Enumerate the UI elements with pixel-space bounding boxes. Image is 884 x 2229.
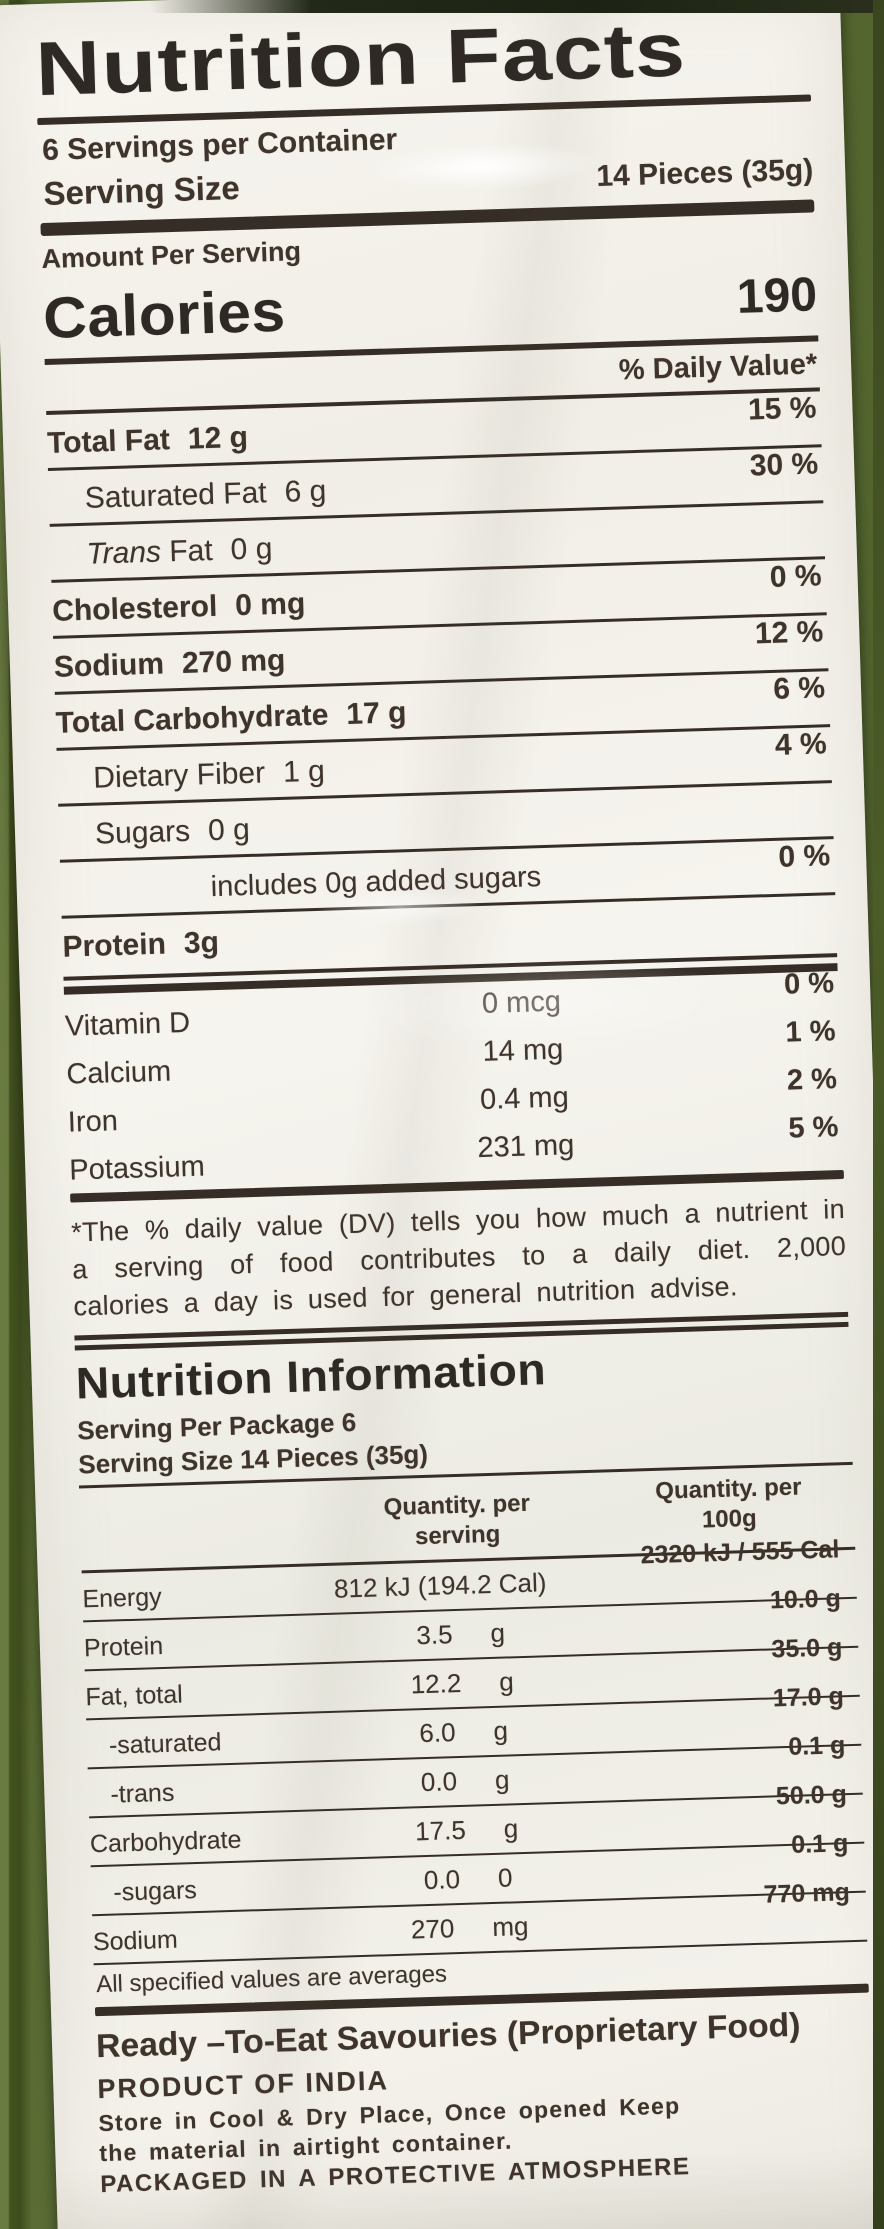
info-per-100g: 50.0 g	[775, 1780, 848, 1811]
info-name: Carbohydrate	[89, 1825, 242, 1859]
info-unit: g	[490, 1617, 506, 1648]
nutrient-name: Cholesterol	[51, 589, 218, 628]
vitamin-dv: 1 %	[785, 1015, 836, 1049]
info-qty: 270	[410, 1913, 455, 1945]
vitamin-amount: 0 mcg	[481, 985, 562, 1020]
nutrient-name: includes 0g added sugars	[210, 861, 542, 904]
info-per-100g: 17.0 g	[772, 1682, 845, 1713]
info-qty: 12.2	[410, 1667, 462, 1700]
serving-size-value: 14 Pieces (35g)	[595, 153, 814, 194]
nutrient-amount: 6 g	[284, 474, 327, 509]
calories-label: Calories	[42, 278, 287, 351]
info-unit: mg	[491, 1910, 529, 1943]
nutrient-dv: 15 %	[747, 391, 817, 427]
info-qty: 0.0	[423, 1864, 461, 1896]
info-unit: 0	[497, 1862, 513, 1893]
info-qty: 812 kJ (194.2 Cal)	[333, 1567, 547, 1604]
nutrient-name: Total Carbohydrate	[55, 698, 329, 740]
info-unit: g	[503, 1813, 519, 1844]
info-qty: 6.0	[418, 1717, 456, 1749]
info-per-100g: 770 mg	[763, 1878, 851, 1909]
info-name: Sodium	[92, 1925, 179, 1957]
nutrient-amount: 0 g	[230, 532, 273, 567]
column-header-per-serving: Quantity. per serving	[383, 1489, 531, 1551]
info-name: Energy	[82, 1583, 163, 1614]
info-per-100g: 2320 kJ / 555 Cal	[640, 1535, 840, 1570]
vitamin-name: Potassium	[68, 1150, 206, 1187]
info-unit	[584, 1566, 585, 1597]
vitamin-dv: 0 %	[783, 967, 835, 1001]
info-per-100g: 10.0 g	[769, 1584, 842, 1615]
nutrient-dv: 4 %	[774, 727, 828, 762]
vitamin-dv: 5 %	[787, 1111, 839, 1145]
info-qty: 0.0	[420, 1766, 458, 1798]
nutrient-dv	[828, 779, 832, 785]
nutrient-name: Dietary Fiber	[92, 756, 266, 795]
nutrient-name: Total Fat	[46, 423, 171, 460]
calories-value: 190	[736, 267, 818, 324]
serving-size-label: Serving Size	[42, 168, 241, 212]
info-qty: 17.5	[414, 1814, 467, 1847]
info-per-100g: 0.1 g	[790, 1829, 849, 1859]
nutrient-name: Protein	[62, 927, 167, 964]
nutrient-amount: 12 g	[187, 420, 249, 456]
nutrient-dv: 12 %	[754, 615, 824, 651]
nutrient-dv: 0 %	[769, 559, 823, 594]
nutrient-amount: 17 g	[345, 696, 407, 731]
info-qty: 3.5	[415, 1619, 454, 1651]
nutrient-amount: 0 mg	[234, 587, 306, 623]
nutrient-name: Sodium	[53, 647, 165, 684]
info-unit: g	[494, 1764, 510, 1795]
info-name: Fat, total	[85, 1680, 184, 1712]
info-per-100g: 0.1 g	[787, 1731, 846, 1761]
nutrient-dv: 30 %	[749, 447, 819, 483]
nutrient-dv: 0 %	[777, 839, 831, 874]
info-unit: g	[498, 1666, 515, 1697]
info-name: -sugars	[113, 1876, 198, 1907]
nutrient-amount: 1 g	[282, 754, 326, 789]
info-name: -saturated	[108, 1728, 222, 1760]
nutrient-amount: 3g	[183, 925, 220, 961]
nutrient-amount: 0 g	[207, 812, 251, 848]
nutrient-name: Sugars	[94, 814, 191, 851]
nutrient-name: Saturated Fat	[84, 476, 268, 515]
info-unit: g	[493, 1715, 509, 1746]
nutrient-name-italic: Trans	[86, 535, 162, 571]
daily-value-footnote: *The % daily value (DV) tells you how mu…	[70, 1193, 847, 1322]
nutrient-dv	[819, 499, 823, 505]
info-per-100g: 35.0 g	[771, 1633, 843, 1664]
vitamin-dv: 2 %	[786, 1063, 838, 1097]
info-name: Protein	[83, 1631, 164, 1663]
nutrient-name: Fat	[160, 533, 214, 569]
nutrient-amount: 270 mg	[181, 643, 286, 680]
nutrient-dv: 6 %	[772, 671, 826, 706]
info-name: -trans	[110, 1778, 175, 1809]
